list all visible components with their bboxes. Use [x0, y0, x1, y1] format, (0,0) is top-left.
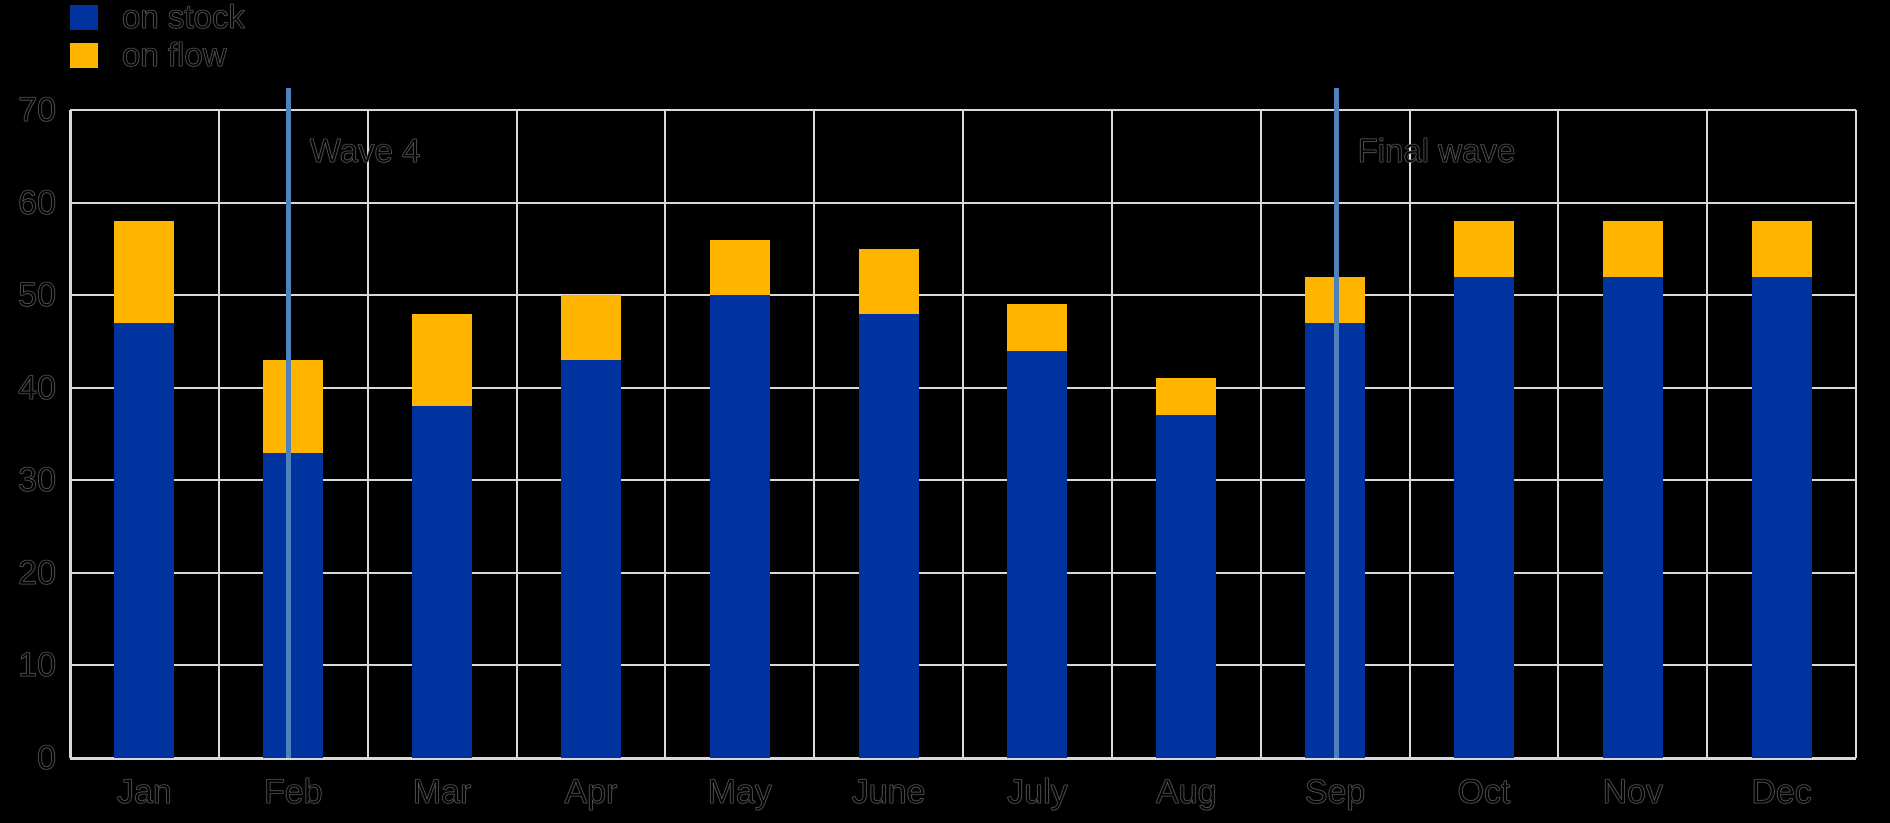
legend-label-on-stock: on stock [122, 0, 246, 35]
v-gridline-11 [1706, 110, 1709, 758]
y-tick-label-50: 50 [18, 276, 56, 315]
bar-june-on-stock [858, 313, 919, 758]
bar-june-on-flow [858, 248, 919, 314]
bar-jan-on-flow [114, 221, 175, 323]
legend-swatch-on-flow-icon [70, 43, 98, 68]
bar-jan-on-stock [114, 322, 175, 758]
x-tick-label-dec: Dec [1751, 773, 1812, 812]
v-gridline-0 [68, 110, 72, 758]
x-tick-label-may: May [707, 773, 772, 812]
bar-aug-on-flow [1156, 378, 1217, 416]
bar-feb-on-stock [263, 452, 324, 758]
v-gridline-7 [1110, 110, 1113, 758]
y-tick-label-30: 30 [18, 461, 56, 500]
x-tick-label-sep: Sep [1304, 773, 1366, 812]
bar-may-on-flow [709, 239, 770, 296]
v-gridline-10 [1557, 110, 1560, 758]
v-gridline-6 [962, 110, 964, 758]
bar-apr-on-stock [560, 359, 621, 758]
bar-july-on-stock [1007, 350, 1068, 758]
y-tick-label-10: 10 [18, 646, 56, 685]
x-tick-label-feb: Feb [263, 773, 323, 812]
bar-oct-on-flow [1453, 221, 1514, 277]
bar-aug-on-stock [1156, 415, 1217, 758]
bar-july-on-flow [1007, 304, 1068, 351]
y-tick-label-20: 20 [18, 553, 56, 593]
v-gridline-9 [1408, 110, 1411, 758]
v-gridline-12 [1855, 110, 1857, 758]
x-tick-label-mar: Mar [412, 773, 472, 812]
bar-dec-on-stock [1751, 276, 1812, 758]
x-tick-label-aug: Aug [1155, 773, 1217, 812]
y-tick-label-60: 60 [18, 183, 56, 222]
x-tick-label-july: July [1007, 773, 1068, 812]
bar-nov-on-stock [1602, 276, 1663, 758]
bar-apr-on-flow [560, 295, 621, 360]
x-tick-label-nov: Nov [1602, 773, 1663, 812]
v-gridline-2 [366, 110, 369, 758]
bar-may-on-stock [709, 295, 770, 758]
y-tick-label-40: 40 [18, 368, 56, 407]
x-tick-label-jan: Jan [117, 773, 172, 812]
bar-mar-on-stock [412, 406, 473, 758]
v-gridline-5 [813, 110, 816, 758]
bar-mar-on-flow [412, 313, 473, 407]
h-gridline-0 [70, 756, 1856, 760]
y-tick-label-70: 70 [18, 91, 56, 130]
annotation-line-1 [286, 88, 292, 758]
legend-label-on-flow: on flow [122, 36, 227, 73]
annotation-line-2 [1334, 88, 1340, 758]
annotation-label-1: Wave 4 [309, 132, 421, 169]
legend-swatch-on-stock-icon [70, 5, 98, 30]
y-tick-label-0: 0 [37, 739, 57, 778]
bar-feb-on-flow [263, 359, 324, 453]
bar-oct-on-stock [1453, 276, 1514, 758]
bar-dec-on-flow [1751, 221, 1812, 277]
v-gridline-3 [515, 110, 518, 758]
x-tick-label-oct: Oct [1457, 773, 1511, 812]
x-tick-label-june: June [851, 773, 926, 812]
v-gridline-1 [217, 110, 220, 758]
v-gridline-8 [1259, 110, 1262, 758]
annotation-label-2: Final wave [1357, 132, 1516, 169]
x-tick-label-apr: Apr [564, 773, 618, 812]
v-gridline-4 [664, 110, 667, 758]
bar-nov-on-flow [1602, 221, 1663, 277]
